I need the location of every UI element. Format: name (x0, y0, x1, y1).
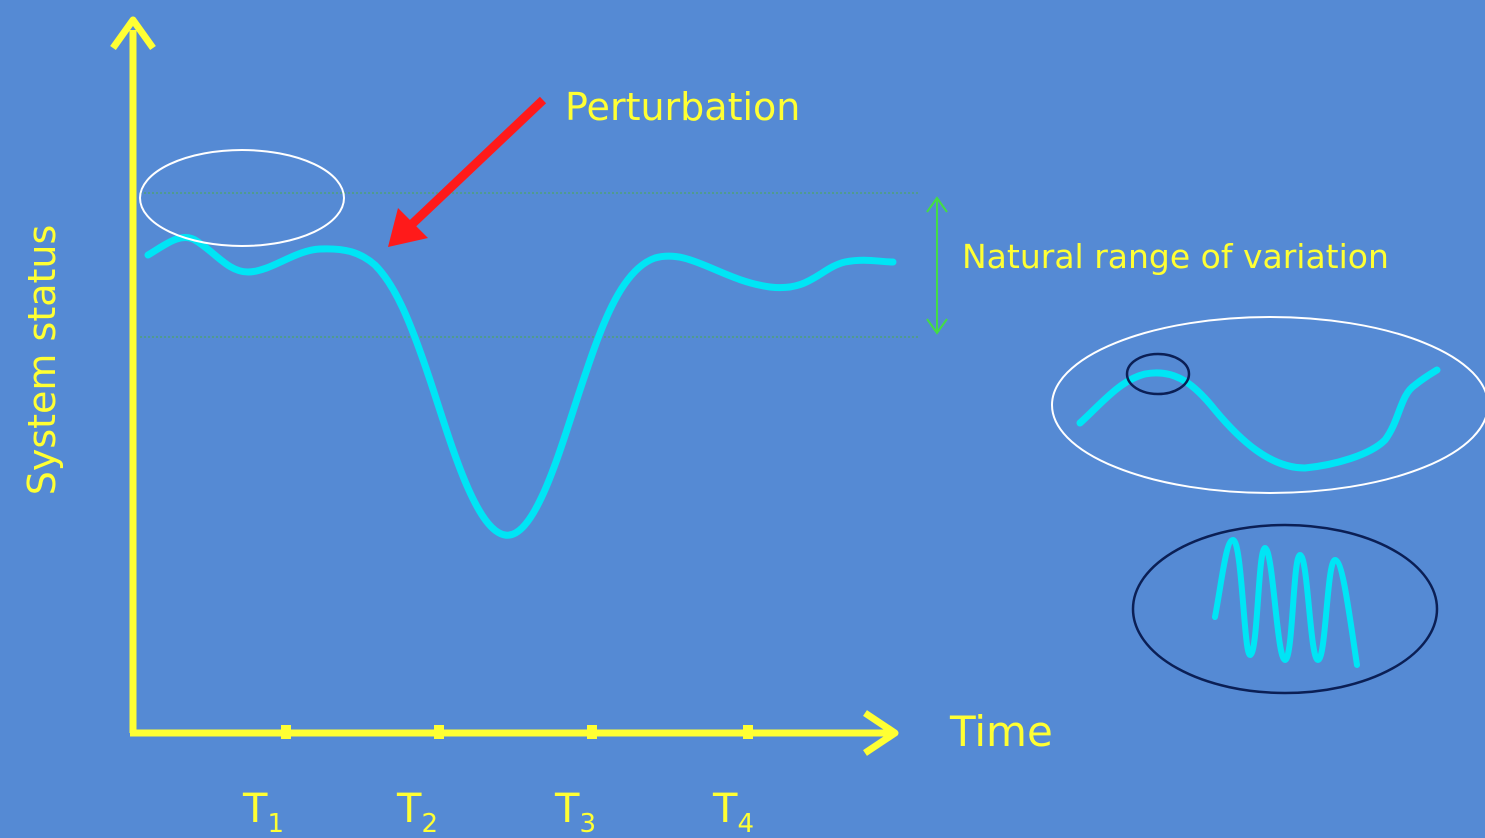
tick-mark (281, 725, 291, 739)
tick-subscript: 2 (421, 809, 438, 838)
oscillation-curve (1212, 536, 1360, 668)
perturbation-arrowhead (388, 208, 428, 247)
zoom-curve (1076, 366, 1441, 472)
system-curve (144, 234, 897, 539)
perturbation-arrow (406, 96, 547, 230)
time-tick-labels: T1 T2 T3 T4 (242, 786, 754, 838)
tick-subscript: 3 (579, 809, 596, 838)
x-axis-arrow (863, 710, 899, 756)
tick-letter: T (396, 786, 422, 832)
perturbation-label: Perturbation (565, 85, 800, 129)
range-label: Natural range of variation (962, 237, 1389, 276)
detail-ellipse (1125, 352, 1191, 396)
y-axis-arrow (110, 16, 156, 51)
tick-label: T2 (396, 786, 438, 838)
highlight-ellipse (139, 149, 345, 247)
oscillation-ellipse (1131, 523, 1439, 695)
tick-label: T1 (242, 786, 284, 838)
tick-letter: T (242, 786, 268, 832)
range-arrowhead-top (926, 196, 948, 213)
tick-label: T4 (712, 786, 754, 838)
tick-subscript: 1 (267, 809, 284, 838)
tick-marks (281, 725, 753, 739)
y-axis-label: System status (20, 225, 64, 496)
tick-mark (743, 725, 753, 739)
tick-label: T3 (554, 786, 596, 838)
tick-mark (587, 725, 597, 739)
tick-mark (434, 725, 444, 739)
range-arrowhead-bottom (926, 318, 948, 335)
tick-letter: T (554, 786, 580, 832)
x-axis-label: Time (949, 707, 1053, 756)
tick-letter: T (712, 786, 738, 832)
tick-subscript: 4 (737, 809, 754, 838)
zoom-ellipse (1051, 316, 1485, 494)
